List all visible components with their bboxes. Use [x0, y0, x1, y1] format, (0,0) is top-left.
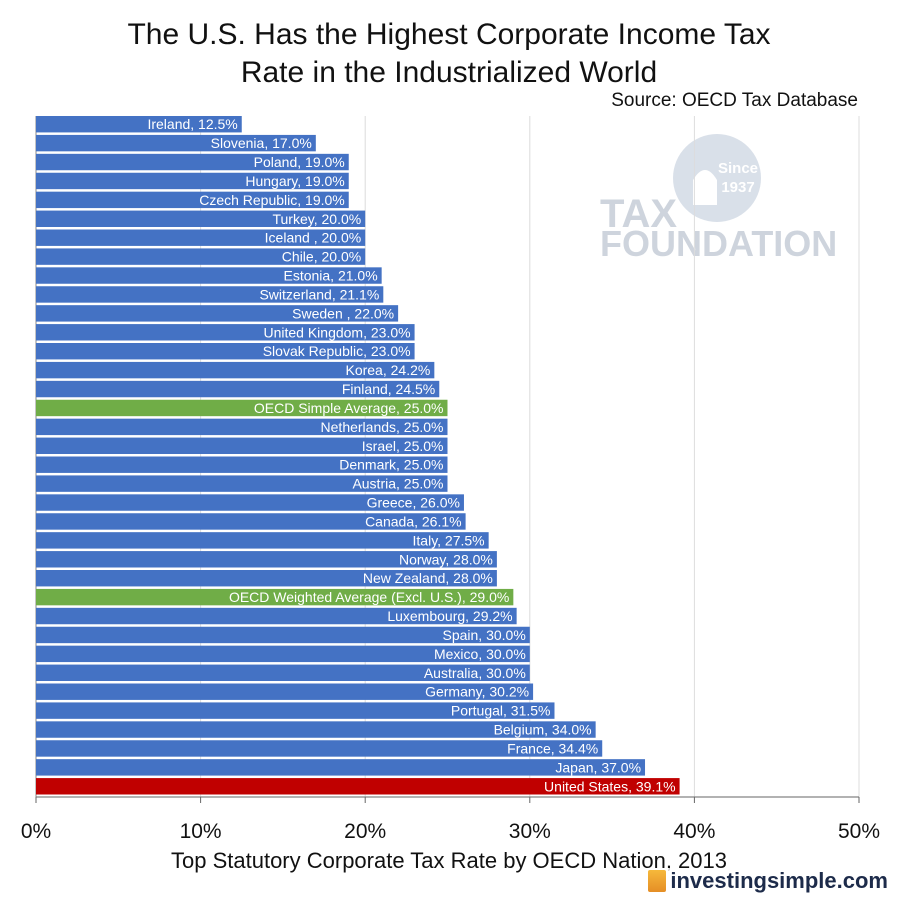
capitol-icon	[693, 170, 717, 205]
bar	[36, 778, 680, 795]
bar-data-label: United Kingdom, 23.0%	[263, 324, 410, 340]
bar	[36, 343, 415, 360]
watermark-seal	[673, 134, 761, 222]
bar-data-label: Estonia, 21.0%	[283, 268, 377, 284]
bar-data-label: OECD Weighted Average (Excl. U.S.), 29.0…	[229, 589, 509, 605]
bar-data-label: Chile, 20.0%	[282, 249, 361, 265]
source-note: Source: OECD Tax Database	[611, 90, 858, 111]
bar-data-label: Turkey, 20.0%	[272, 211, 361, 227]
bar-data-label: Sweden , 22.0%	[292, 305, 394, 321]
bar-data-label: Czech Republic, 19.0%	[199, 192, 345, 208]
bar-data-label: Mexico, 30.0%	[434, 646, 526, 662]
bar	[36, 721, 596, 738]
x-tick-label: 20%	[344, 820, 386, 843]
bar-data-label: United States, 39.1%	[544, 778, 676, 794]
bar	[36, 456, 448, 473]
bar	[36, 134, 316, 152]
bar	[36, 759, 646, 776]
bar	[36, 418, 448, 436]
bar	[36, 286, 384, 303]
bar	[36, 532, 489, 549]
bar-data-label: Slovak Republic, 23.0%	[263, 343, 411, 359]
watermark-year: 1937	[721, 179, 754, 196]
bar-data-label: Hungary, 19.0%	[245, 173, 344, 189]
bar-data-label: OECD Simple Average, 25.0%	[254, 400, 444, 416]
x-axis-ticks: 0% 10% 20% 30% 40% 50%	[21, 796, 880, 843]
bar	[36, 380, 440, 398]
bar	[36, 153, 349, 171]
bar-data-label: New Zealand, 28.0%	[363, 570, 493, 586]
bar	[36, 494, 464, 511]
watermark: Since 1937 TAX FOUNDATION	[600, 134, 837, 264]
bar	[36, 645, 530, 663]
bar	[36, 210, 366, 227]
bar	[36, 248, 366, 265]
bar-data-label: Australia, 30.0%	[424, 665, 526, 681]
bar	[36, 702, 555, 719]
bar-data-label: Portugal, 31.5%	[451, 703, 551, 719]
bar-data-label: Austria, 25.0%	[352, 476, 443, 492]
bar-data-label: Canada, 26.1%	[365, 513, 462, 529]
watermark-since: Since	[718, 160, 758, 177]
bar	[36, 437, 448, 454]
bar-data-label: Denmark, 25.0%	[339, 457, 443, 473]
bar	[36, 267, 382, 284]
bar-data-label: Norway, 28.0%	[399, 551, 493, 567]
bar	[36, 513, 466, 530]
logo-icon	[648, 870, 667, 892]
watermark-line2: FOUNDATION	[600, 223, 837, 264]
bar	[36, 626, 530, 644]
x-tick-label: 50%	[838, 820, 880, 843]
x-tick-label: 0%	[21, 820, 51, 843]
bar	[36, 570, 497, 587]
bar	[36, 551, 497, 568]
bar	[36, 305, 399, 322]
logo-text: investingsimple.com	[670, 868, 888, 893]
bar-data-label: France, 34.4%	[507, 740, 598, 756]
title-line-2: Rate in the Industrialized World	[240, 56, 658, 89]
bar	[36, 229, 366, 246]
bar-data-label: Israel, 25.0%	[362, 438, 444, 454]
title-line-1: The U.S. Has the Highest Corporate Incom…	[127, 18, 771, 51]
bar-data-label: Korea, 24.2%	[345, 362, 430, 378]
chart-title: The U.S. Has the Highest Corporate Incom…	[0, 16, 898, 92]
bar	[36, 683, 534, 700]
bar	[36, 664, 530, 681]
bar	[36, 324, 415, 341]
bar	[36, 475, 448, 492]
bar-data-label: Greece, 26.0%	[367, 495, 460, 511]
x-tick-label: 40%	[673, 820, 715, 843]
bar	[36, 191, 349, 209]
bar-data-label: Spain, 30.0%	[443, 627, 526, 643]
bar	[36, 740, 603, 757]
x-tick-label: 30%	[509, 820, 551, 843]
site-logo: investingsimple.com	[646, 868, 890, 894]
x-axis-label: Top Statutory Corporate Tax Rate by OECD…	[171, 848, 727, 873]
bar-data-label: Netherlands, 25.0%	[321, 419, 444, 435]
bar-data-label: Germany, 30.2%	[425, 684, 529, 700]
bar	[36, 172, 349, 190]
bar	[36, 116, 242, 133]
bar-data-label: Italy, 27.5%	[413, 532, 485, 548]
bar-data-label: Luxembourg, 29.2%	[387, 608, 512, 624]
bar-data-label: Ireland, 12.5%	[147, 116, 237, 132]
bar-data-label: Belgium, 34.0%	[494, 722, 592, 738]
watermark-line1: TAX	[600, 192, 677, 236]
bar-data-label: Finland, 24.5%	[342, 381, 435, 397]
bar	[36, 588, 514, 606]
bars: Ireland, 12.5% Slovenia, 17.0% Poland, 19.…	[36, 116, 680, 795]
x-tick-label: 10%	[180, 820, 222, 843]
bar-data-label: Switzerland, 21.1%	[259, 286, 379, 302]
bar	[36, 361, 435, 379]
bar-data-label: Iceland , 20.0%	[265, 230, 362, 246]
bar-data-label: Japan, 37.0%	[555, 759, 641, 775]
bar-data-label: Slovenia, 17.0%	[211, 135, 312, 151]
bar-data-label: Poland, 19.0%	[254, 154, 345, 170]
bar	[36, 399, 448, 417]
bar	[36, 607, 517, 625]
